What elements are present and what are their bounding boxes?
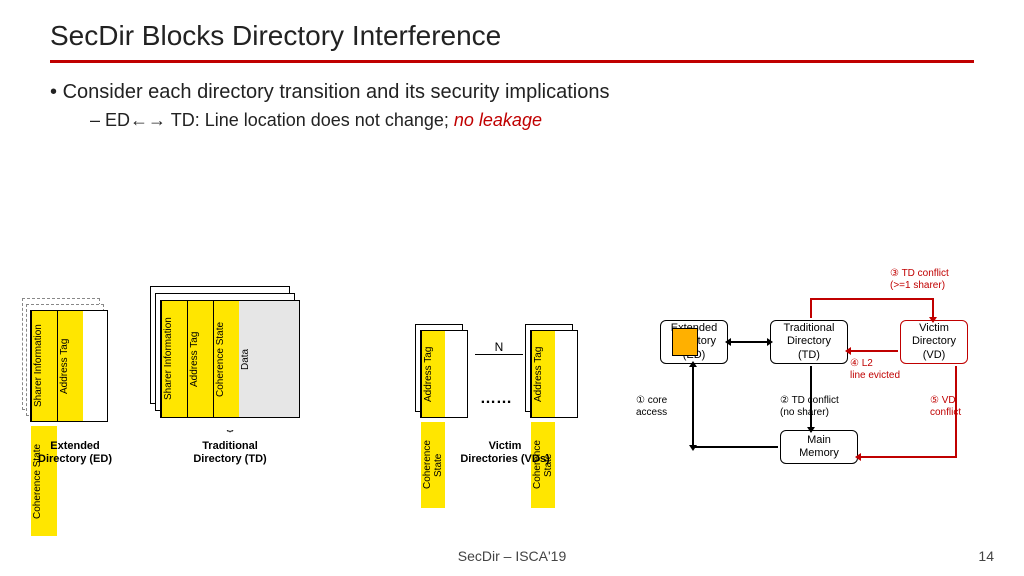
annot-5: ⑤ VD conflict xyxy=(930,395,961,419)
bullet-2-emph: no leakage xyxy=(454,110,542,130)
edge-vd-mm-2 xyxy=(860,456,955,458)
vd2-field-tag: Address Tag xyxy=(531,331,555,417)
vd-dots: …… xyxy=(480,390,512,408)
ed-field-tag: Address Tag xyxy=(57,311,83,421)
td-field-sharer: Sharer Information xyxy=(161,301,187,417)
footer-page-number: 14 xyxy=(978,548,994,564)
edge-td-vd-1 xyxy=(810,298,812,318)
ed-field-sharer: Sharer Information xyxy=(31,311,57,421)
edge-td-vd-3 xyxy=(932,298,934,318)
footer-center: SecDir – ISCA'19 xyxy=(0,548,1024,564)
diagram-area: Sharer InformationAddress TagCoherence S… xyxy=(20,280,1004,510)
flow-box-td: Traditional Directory (TD) xyxy=(770,320,848,364)
edge-ed-td xyxy=(730,341,768,343)
bullet-1: Consider each directory transition and i… xyxy=(50,81,974,104)
edge-ed-mm-2 xyxy=(692,446,778,448)
edge-td-vd-2 xyxy=(810,298,932,300)
flow-box-mm: Main Memory xyxy=(780,430,858,464)
edge-vd-td xyxy=(850,350,898,352)
annot-1: ① core access xyxy=(636,395,667,419)
flow-box-vd: Victim Directory (VD) xyxy=(900,320,968,364)
slide-title: SecDir Blocks Directory Interference xyxy=(50,20,974,52)
edge-ed-mm-1 xyxy=(692,366,694,446)
td-field-state: Coherence State xyxy=(213,301,239,417)
flow-ed-yellow xyxy=(672,328,698,356)
bullet-2-text: ED←→ TD: Line location does not change; xyxy=(105,110,454,130)
vd-label: Victim Directories (VDs) xyxy=(435,440,575,466)
vd-n-label: N xyxy=(475,340,523,355)
td-field-tag: Address Tag xyxy=(187,301,213,417)
ed-label: Extended Directory (ED) xyxy=(20,440,130,466)
annot-3: ③ TD conflict (>=1 sharer) xyxy=(890,268,949,292)
bullet-2: ED←→ TD: Line location does not change; … xyxy=(90,110,974,131)
annot-2: ② TD conflict (no sharer) xyxy=(780,395,839,419)
td-field-data: Data xyxy=(239,301,299,417)
vd1-field-tag: Address Tag xyxy=(421,331,445,417)
annot-4: ④ L2 line evicted xyxy=(850,358,900,382)
td-label: Traditional Directory (TD) xyxy=(160,440,300,466)
td-brace: ⏟ xyxy=(150,420,310,433)
title-rule xyxy=(50,60,974,63)
